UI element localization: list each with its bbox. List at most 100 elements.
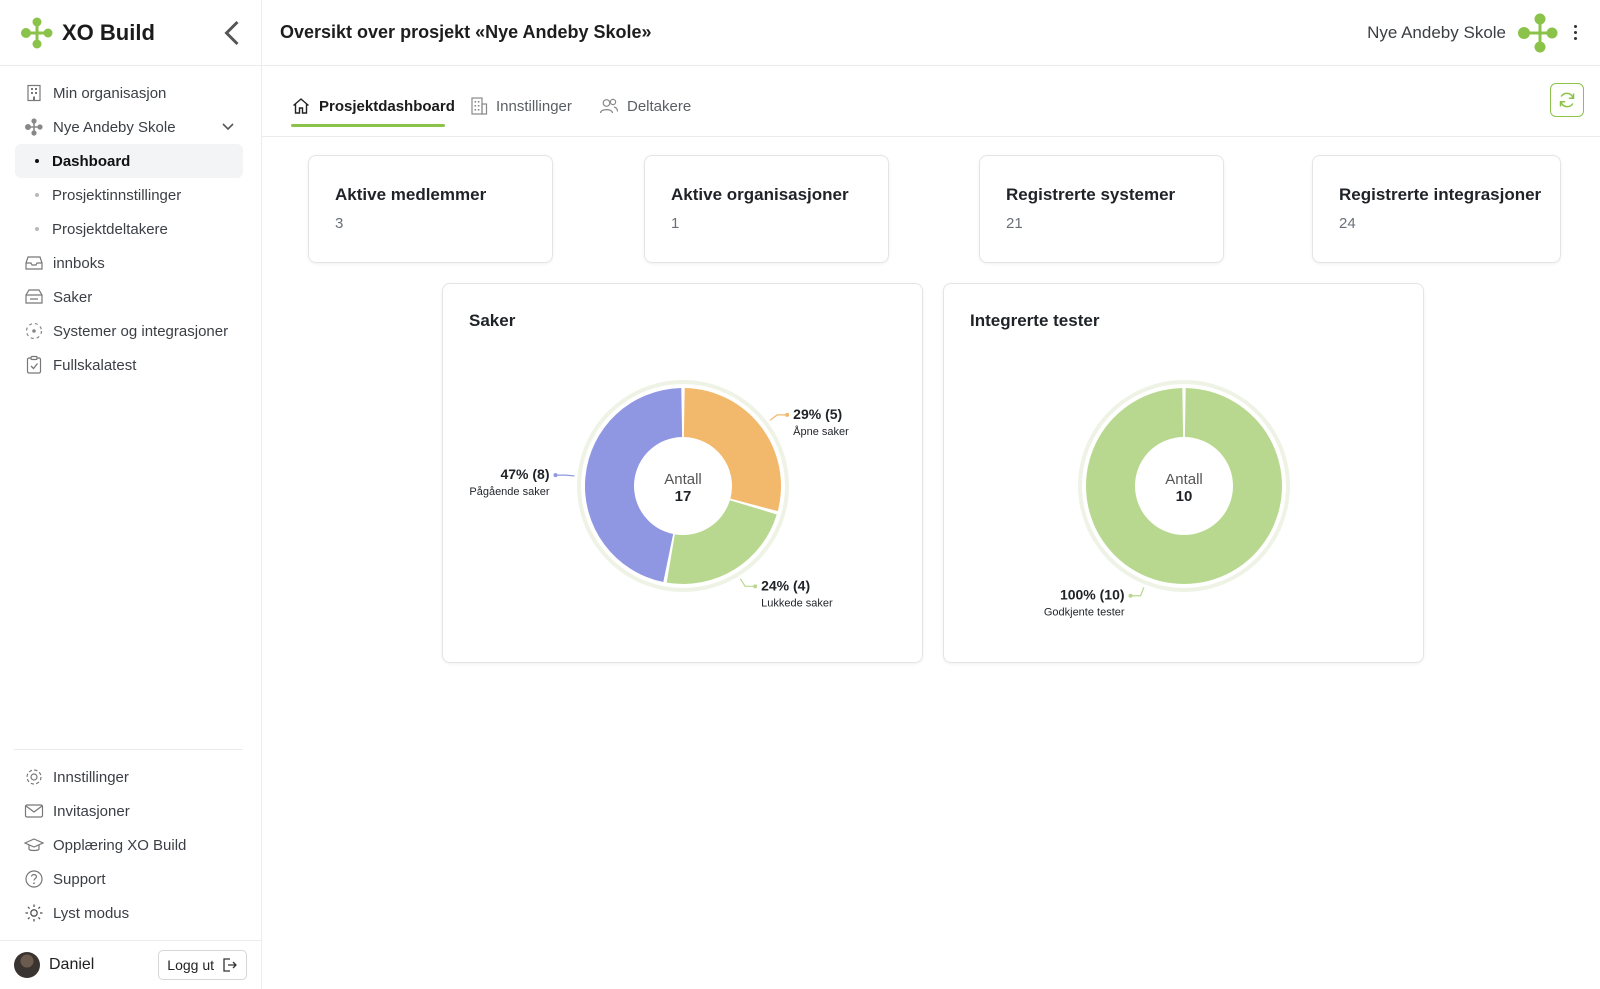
slice-value-label: 100% (10) xyxy=(1060,587,1125,603)
page-header: Oversikt over prosjekt «Nye Andeby Skole… xyxy=(262,0,1600,66)
sun-icon xyxy=(24,903,44,923)
building-icon xyxy=(471,97,488,115)
leader-line xyxy=(769,414,788,421)
stat-value: 21 xyxy=(1006,215,1023,232)
sidebar-item-label: innboks xyxy=(53,254,105,272)
sidebar-item-support[interactable]: Support xyxy=(0,862,261,896)
refresh-button[interactable] xyxy=(1550,83,1584,117)
sidebar-item-label: Nye Andeby Skole xyxy=(53,118,176,136)
sidebar: XO Build Min organisasjon Nye Andeby Sko… xyxy=(0,0,262,989)
gear-icon xyxy=(24,767,44,787)
sidebar-item-opplaering[interactable]: Opplæring XO Build xyxy=(0,828,261,862)
app-name: XO Build xyxy=(62,19,155,45)
leader-dot xyxy=(553,473,558,478)
mail-icon xyxy=(24,801,44,821)
chart-title: Saker xyxy=(469,311,516,330)
project-logo-icon xyxy=(24,117,44,137)
saker-donut-chart: 29% (5) Åpne saker 24% (4) Lukkede saker 47%… xyxy=(469,380,849,609)
chart-title: Integrerte tester xyxy=(970,311,1100,330)
sidebar-item-label: Lyst modus xyxy=(53,904,130,922)
tab-label: Prosjektdashboard xyxy=(319,97,455,115)
users-icon xyxy=(599,98,619,114)
tab-innstillinger[interactable]: Innstillinger xyxy=(470,91,572,121)
chevron-down-icon xyxy=(221,122,235,132)
inbox-icon xyxy=(24,253,44,273)
home-icon xyxy=(293,98,309,114)
sidebar-item-invitasjoner[interactable]: Invitasjoner xyxy=(0,794,261,828)
cases-icon xyxy=(24,287,44,307)
donut-slice-a-pne-saker[interactable] xyxy=(683,388,781,512)
brand: XO Build xyxy=(0,0,261,66)
logout-button[interactable]: Logg ut xyxy=(158,950,247,980)
sidebar-item-lyst-modus[interactable]: Lyst modus xyxy=(0,896,261,930)
chevron-left-icon xyxy=(224,20,239,46)
leader-line xyxy=(739,578,756,587)
leader-line xyxy=(555,474,575,477)
sidebar-item-label: Systemer og integrasjoner xyxy=(53,322,229,340)
xo-build-logo-icon xyxy=(21,17,53,48)
sidebar-item-saker[interactable]: Saker xyxy=(0,280,261,314)
slice-name-label: Godkjente tester xyxy=(1044,607,1125,619)
donut-center-value: 10 xyxy=(1176,488,1193,505)
donut-slice-lukkede-saker[interactable] xyxy=(666,500,777,584)
stat-value: 24 xyxy=(1339,215,1356,232)
collapse-sidebar-button[interactable] xyxy=(221,20,243,46)
donut-slice-godkjente-tester[interactable] xyxy=(1086,388,1282,584)
sidebar-item-min-organisasjon[interactable]: Min organisasjon xyxy=(0,76,261,110)
sidebar-item-label: Dashboard xyxy=(52,152,131,170)
stat-value: 3 xyxy=(335,215,344,232)
tab-label: Deltakere xyxy=(627,97,692,115)
building-icon xyxy=(24,83,44,103)
donut-center-label: Antall xyxy=(1165,471,1203,488)
slice-value-label: 24% (4) xyxy=(761,577,810,593)
logout-label: Logg ut xyxy=(167,957,214,973)
sidebar-item-label: Invitasjoner xyxy=(53,802,130,820)
sidebar-item-label: Support xyxy=(53,870,106,888)
graduation-cap-icon xyxy=(24,835,44,855)
stat-label: Registrerte integrasjoner xyxy=(1339,185,1542,204)
leader-dot xyxy=(1128,593,1133,598)
active-tab-indicator xyxy=(291,124,445,127)
project-tabs: Prosjektdashboard Innstillinger Deltaker… xyxy=(262,67,1600,137)
sidebar-item-label: Prosjektinnstillinger xyxy=(52,186,182,204)
slice-name-label: Pågående saker xyxy=(469,486,549,498)
stat-label: Aktive medlemmer xyxy=(335,185,487,204)
sidebar-item-label: Opplæring XO Build xyxy=(53,836,187,854)
sidebar-item-prosjektdeltakere[interactable]: Prosjektdeltakere xyxy=(15,212,243,246)
sidebar-item-dashboard[interactable]: Dashboard xyxy=(15,144,243,178)
sidebar-item-label: Min organisasjon xyxy=(53,84,167,102)
logout-icon xyxy=(223,958,237,972)
sidebar-item-nye-andeby-skole[interactable]: Nye Andeby Skole xyxy=(0,110,261,144)
stat-card-aktive-medlemmer: Aktive medlemmer 3 xyxy=(308,155,553,263)
donut-center-label: Antall xyxy=(664,471,702,488)
stat-value: 1 xyxy=(671,215,680,232)
chart-card-saker: Saker 29% (5) Åpne saker 24% (4) Lukkede sa… xyxy=(442,283,923,663)
bullet-icon xyxy=(35,227,39,231)
sidebar-item-systemer-og-integrasjoner[interactable]: Systemer og integrasjoner xyxy=(0,314,261,348)
tab-deltakere[interactable]: Deltakere xyxy=(599,91,691,121)
bullet-icon xyxy=(35,193,39,197)
sidebar-item-innstillinger[interactable]: Innstillinger xyxy=(0,760,261,794)
tab-label: Innstillinger xyxy=(496,97,572,115)
more-options-icon[interactable] xyxy=(1568,22,1582,44)
sidebar-item-prosjektinnstillinger[interactable]: Prosjektinnstillinger xyxy=(15,178,243,212)
slice-value-label: 47% (8) xyxy=(500,466,549,482)
stat-label: Registrerte systemer xyxy=(1006,185,1176,204)
chart-card-integrerte-tester: Integrerte tester 100% (10) Godkjente tes… xyxy=(943,283,1424,663)
project-logo-icon xyxy=(1518,13,1558,52)
avatar[interactable] xyxy=(14,952,40,978)
divider xyxy=(14,749,243,750)
stat-label: Aktive organisasjoner xyxy=(671,185,849,204)
donut-slice-pa-ga-ende-saker[interactable] xyxy=(585,388,683,583)
donut-center-value: 17 xyxy=(675,488,692,505)
tab-prosjektdashboard[interactable]: Prosjektdashboard xyxy=(291,91,455,121)
sidebar-item-innboks[interactable]: innboks xyxy=(0,246,261,280)
sidebar-item-fullskalatest[interactable]: Fullskalatest xyxy=(0,348,261,382)
slice-name-label: Lukkede saker xyxy=(761,597,833,609)
stat-card-registrerte-integrasjoner: Registrerte integrasjoner 24 xyxy=(1312,155,1561,263)
sidebar-item-label: Innstillinger xyxy=(53,768,129,786)
question-icon xyxy=(24,869,44,889)
sidebar-nav: Min organisasjon Nye Andeby Skole Dashbo… xyxy=(0,66,261,382)
project-name: Nye Andeby Skole xyxy=(1367,22,1506,42)
